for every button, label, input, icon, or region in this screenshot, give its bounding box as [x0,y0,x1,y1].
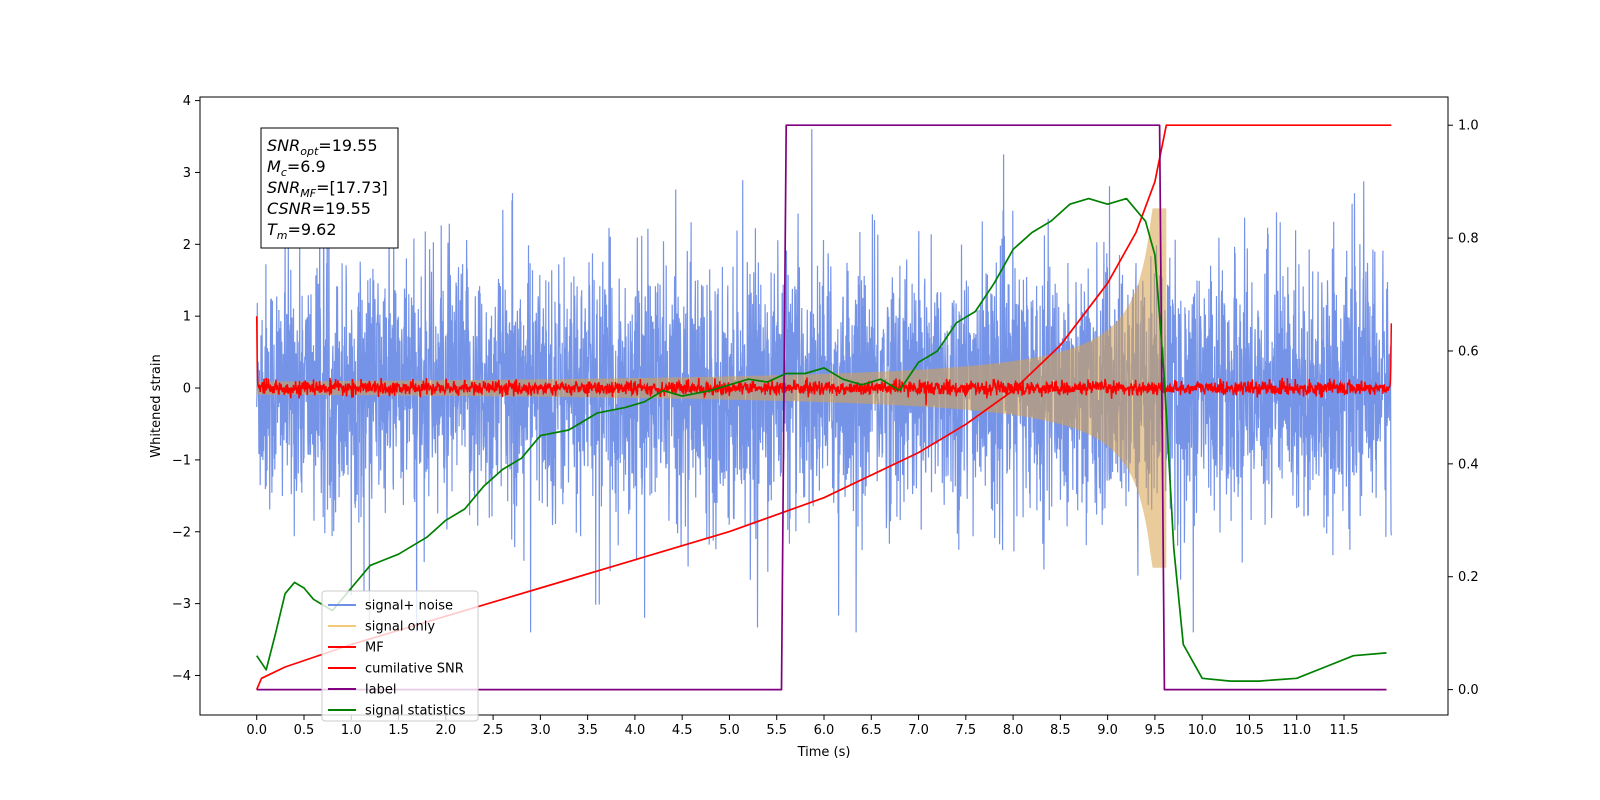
legend: signal+ noise signal only MF cumilative SNR… [321,590,479,722]
y-tick-label: −1 [172,453,191,468]
x-tick-label: 1.0 [341,723,362,738]
y-tick-label: −3 [172,597,191,612]
x-tick-label: 10.5 [1235,723,1264,738]
x-tick-label: 11.5 [1330,723,1359,738]
x-tick-label: 5.0 [719,723,740,738]
x-tick-label: 5.5 [766,723,787,738]
y-axis-ticks: 4 3 2 1 0 −1 −2 −3 −4 [172,94,200,684]
right-y-tick-label: 0.0 [1458,683,1479,698]
y-tick-label: 3 [183,166,191,181]
x-tick-label: 3.5 [577,723,598,738]
x-tick-label: 3.0 [530,723,551,738]
y-tick-label: 2 [183,238,191,253]
legend-entry: label [365,683,396,698]
x-tick-label: 7.5 [955,723,976,738]
legend-frame [321,590,479,722]
x-tick-label: 4.0 [625,723,646,738]
x-tick-label: 8.0 [1003,723,1024,738]
series-label [256,124,1387,691]
right-y-tick-label: 0.6 [1458,344,1479,359]
right-y-tick-label: 0.4 [1458,457,1479,472]
series-mf [255,316,1393,406]
info-box-frame [260,127,399,249]
legend-entry: signal statistics [365,704,466,719]
right-y-tick-label: 0.8 [1458,232,1479,247]
x-tick-label: 9.5 [1145,723,1166,738]
info-box-line: SNRopt=19.55 [267,136,378,158]
right-y-tick-label: 0.2 [1458,570,1479,585]
x-tick-label: 0.0 [246,723,267,738]
legend-entry: cumilative SNR [365,662,464,677]
x-axis-label: Time (s) [797,745,851,760]
x-tick-label: 11.0 [1282,723,1311,738]
info-box-line: Tm=9.62 [267,220,337,242]
y-tick-label: 4 [183,94,191,109]
legend-entry: MF [365,641,384,656]
legend-entry: signal+ noise [365,599,453,614]
y-tick-label: −2 [172,525,191,540]
right-y-tick-label: 1.0 [1458,119,1479,134]
info-box-line: Mc=6.9 [267,157,326,179]
y-axis-label: Whitened strain [149,354,164,457]
x-tick-label: 2.5 [483,723,504,738]
x-tick-label: 2.0 [435,723,456,738]
x-tick-label: 6.0 [814,723,835,738]
x-tick-label: 8.5 [1050,723,1071,738]
x-tick-label: 7.0 [908,723,929,738]
x-tick-label: 1.5 [388,723,409,738]
x-tick-label: 4.5 [672,723,693,738]
series-signal-statistics [255,197,1387,682]
y-tick-label: 0 [183,382,191,397]
x-tick-label: 9.0 [1097,723,1118,738]
y-tick-label: 1 [183,310,191,325]
series-signal-plus-noise [256,129,1392,633]
info-box-line: CSNR=19.55 [267,199,371,218]
x-tick-label: 10.0 [1188,723,1217,738]
x-tick-label: 6.5 [861,723,882,738]
info-box: SNRopt=19.55Mc=6.9SNRMF=[17.73]CSNR=19.5… [260,127,399,249]
x-tick-label: 0.5 [294,723,315,738]
right-y-axis-ticks: 1.0 0.8 0.6 0.4 0.2 0.0 [1448,119,1479,698]
y-tick-label: −4 [172,669,191,684]
x-axis-ticks: 0.0 0.5 1.0 1.5 2.0 2.5 3.0 3.5 4.0 4.5 5.0 5.5 6.0 6… [246,715,1358,738]
info-box-line: SNRMF=[17.73] [267,178,388,200]
legend-entry: signal only [365,620,435,635]
